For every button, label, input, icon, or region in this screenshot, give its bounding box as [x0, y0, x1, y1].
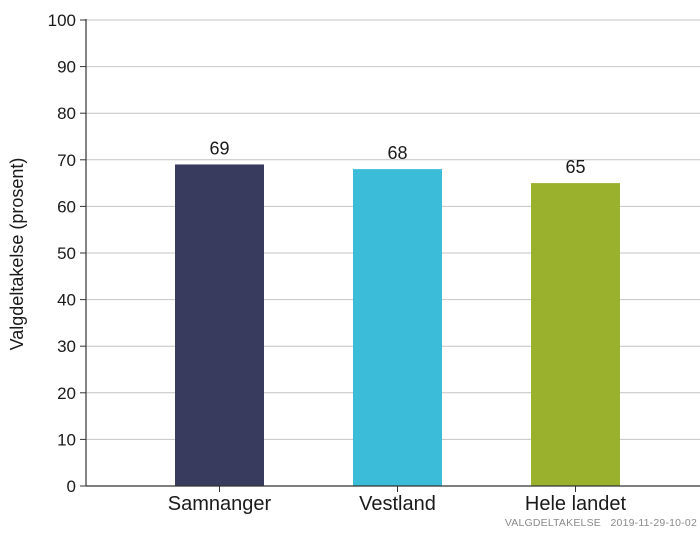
- y-tick-label: 80: [57, 104, 76, 123]
- data-label: 69: [209, 138, 229, 158]
- axes: [80, 19, 700, 492]
- data-label: 65: [565, 157, 585, 177]
- bars: [175, 164, 620, 486]
- x-tick-label: Hele landet: [525, 493, 627, 515]
- bar-vestland: [353, 169, 442, 486]
- x-tick-label: Vestland: [359, 493, 436, 515]
- labels: 0 10 20 30 40 50 60 70 80 90 100 69 Samnanger 68 Vestl…: [48, 11, 627, 515]
- bar-hele-landet: [531, 183, 620, 486]
- bar-samnanger: [175, 164, 264, 486]
- y-tick-label: 100: [48, 11, 76, 30]
- footer-source: VALGDELTAKELSE: [505, 517, 601, 529]
- x-tick-label: Samnanger: [168, 493, 272, 515]
- y-tick-label: 20: [57, 384, 76, 403]
- y-tick-label: 30: [57, 337, 76, 356]
- footer-timestamp: 2019-11-29-10-02: [611, 517, 697, 529]
- y-tick-label: 10: [57, 430, 76, 449]
- y-tick-label: 0: [67, 477, 76, 496]
- y-tick-label: 70: [57, 151, 76, 170]
- y-tick-label: 60: [57, 197, 76, 216]
- y-tick-label: 40: [57, 291, 76, 310]
- y-axis-title: Valgdeltakelse (prosent): [7, 158, 27, 351]
- y-tick-label: 90: [57, 58, 76, 77]
- data-label: 68: [387, 143, 407, 163]
- y-tick-label: 50: [57, 244, 76, 263]
